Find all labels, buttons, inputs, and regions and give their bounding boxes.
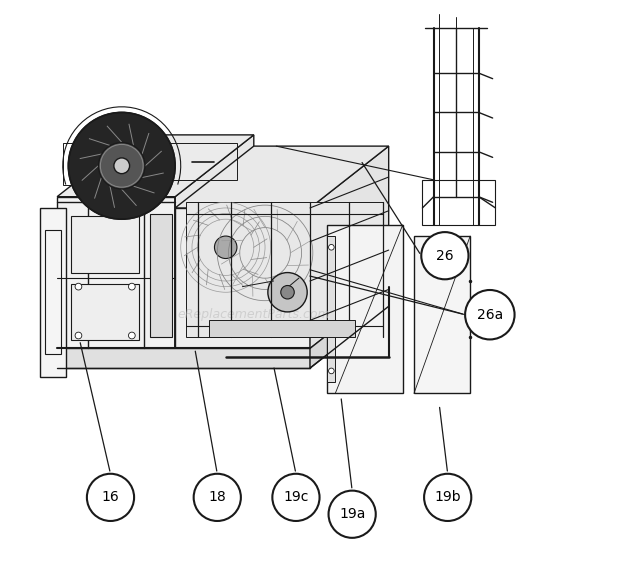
Text: eReplacementParts.com: eReplacementParts.com: [177, 308, 330, 321]
Circle shape: [272, 474, 319, 521]
Polygon shape: [310, 146, 389, 348]
Text: 19a: 19a: [339, 507, 365, 521]
Text: 19b: 19b: [435, 491, 461, 504]
Text: 26a: 26a: [477, 308, 503, 321]
Circle shape: [215, 236, 237, 259]
Circle shape: [128, 283, 135, 290]
Circle shape: [68, 112, 175, 219]
Circle shape: [99, 143, 145, 189]
Polygon shape: [71, 216, 139, 273]
Polygon shape: [150, 214, 172, 337]
Polygon shape: [414, 236, 470, 393]
Polygon shape: [175, 135, 254, 348]
Circle shape: [75, 283, 82, 290]
Circle shape: [424, 474, 471, 521]
Text: 26: 26: [436, 249, 454, 262]
Text: 19c: 19c: [283, 491, 309, 504]
Circle shape: [75, 332, 82, 339]
Polygon shape: [327, 236, 335, 382]
Polygon shape: [187, 202, 383, 337]
Circle shape: [281, 285, 294, 299]
Text: 16: 16: [102, 491, 120, 504]
Polygon shape: [209, 320, 355, 337]
Text: 18: 18: [208, 491, 226, 504]
Polygon shape: [71, 284, 139, 340]
Polygon shape: [175, 208, 310, 348]
Circle shape: [114, 158, 130, 174]
Polygon shape: [57, 135, 254, 197]
Polygon shape: [327, 225, 403, 393]
Circle shape: [268, 273, 307, 312]
Polygon shape: [175, 146, 389, 208]
Circle shape: [465, 290, 515, 339]
Polygon shape: [40, 208, 66, 377]
Circle shape: [128, 332, 135, 339]
Circle shape: [329, 491, 376, 538]
Polygon shape: [57, 197, 175, 348]
Circle shape: [193, 474, 241, 521]
Polygon shape: [57, 348, 310, 368]
Circle shape: [329, 244, 334, 250]
Circle shape: [329, 368, 334, 374]
Circle shape: [421, 232, 469, 279]
Polygon shape: [310, 287, 389, 368]
Circle shape: [87, 474, 134, 521]
